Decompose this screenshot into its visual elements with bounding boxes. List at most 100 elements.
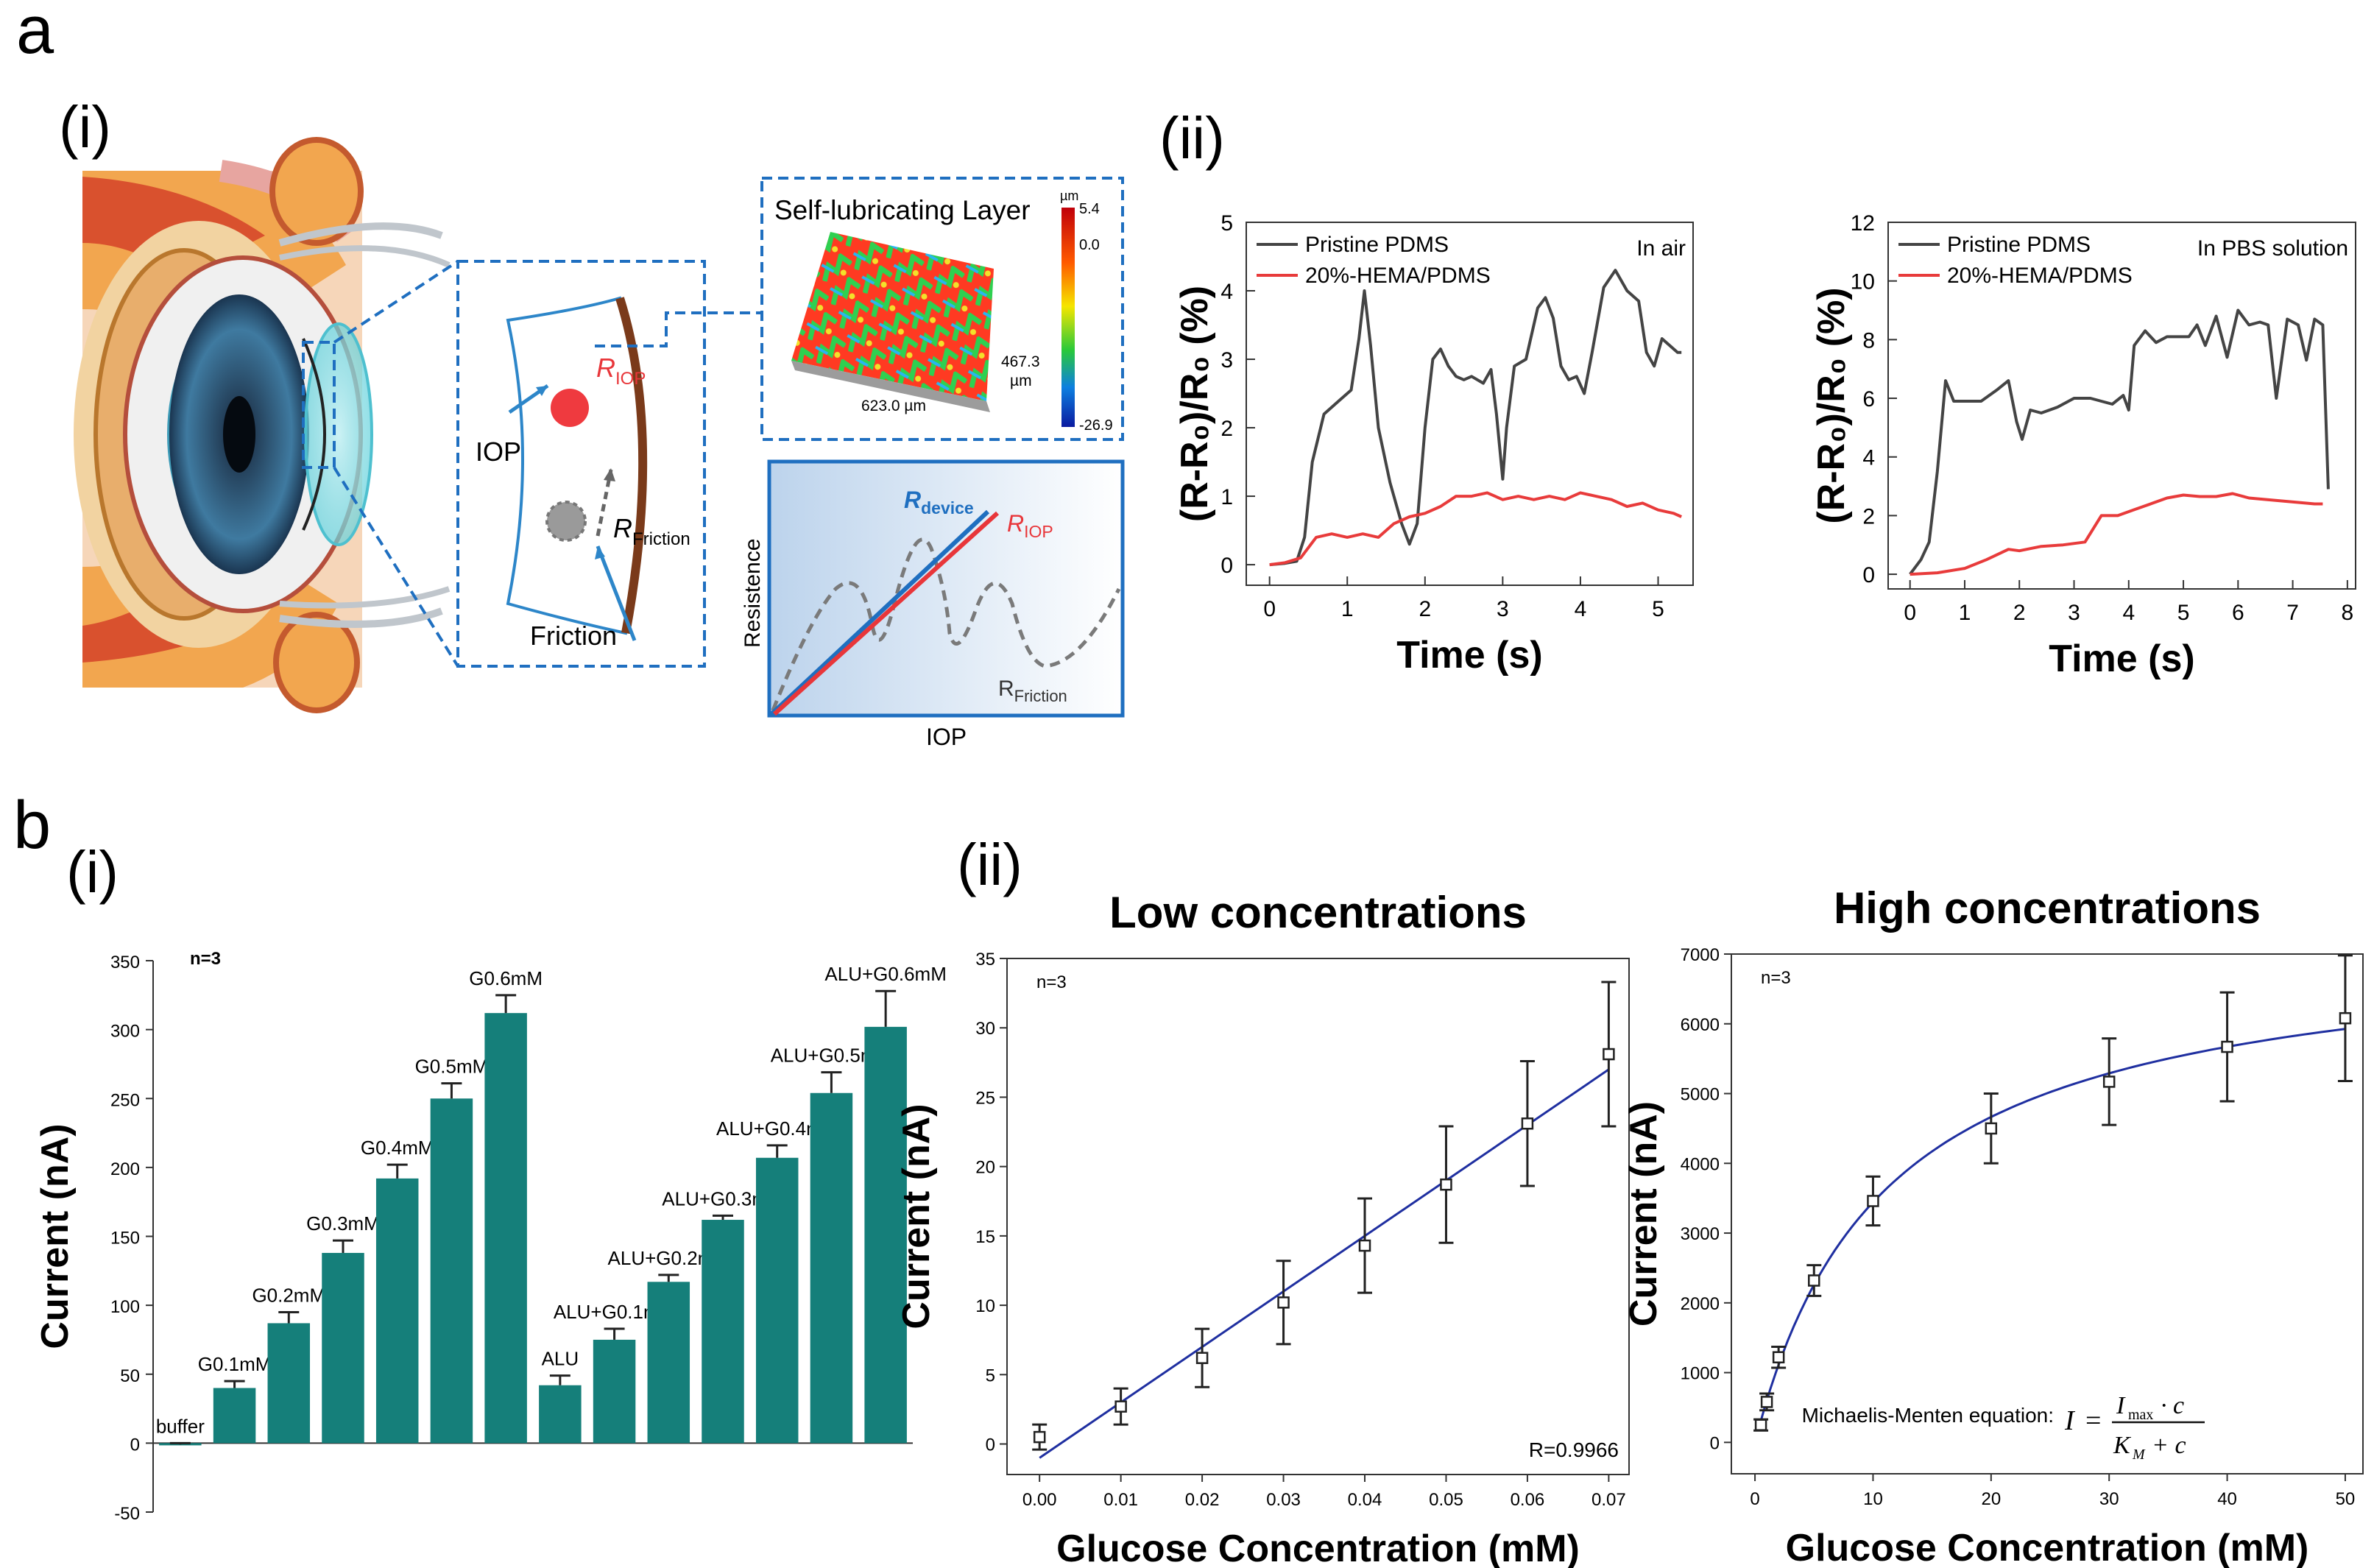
high-point-7 (2102, 1076, 2116, 1088)
bar-label-1: buffer (156, 1415, 205, 1437)
bar-label-8: ALU (542, 1348, 579, 1370)
bars-ytick-label: 50 (120, 1366, 140, 1386)
r-iop-curve-label: RIOP (1007, 510, 1053, 541)
bar-4 (322, 1252, 364, 1444)
chart-air-response: 0 1 2 3 4 5 0 1 2 3 4 5 Pristine PDMS 20%-HEMA/PDMS In… (1173, 211, 1694, 677)
pbs-xtick-label: 7 (2286, 601, 2299, 625)
high-fit-line (1757, 1028, 2346, 1430)
bar-13 (810, 1092, 853, 1444)
panel-label-a-i: (i) (59, 94, 111, 160)
low-point-4 (1277, 1296, 1290, 1309)
colorbar-min: -26.9 (1079, 417, 1113, 434)
pbs-annotation: In PBS solution (2197, 236, 2348, 261)
high-x-axis-title: Glucose Concentration (mM) (1786, 1527, 2309, 1568)
low-ytick-label: 15 (975, 1227, 995, 1247)
bar-label-3: G0.2mM (252, 1284, 325, 1306)
low-ytick-label: 35 (975, 950, 995, 970)
high-xtick-label: 50 (2336, 1489, 2356, 1509)
low-point-1 (1033, 1430, 1046, 1444)
high-annotation: n=3 (1761, 968, 1791, 988)
high-plot-frame (1731, 953, 2364, 1475)
eye-illustration (74, 137, 459, 713)
bar-9 (593, 1339, 636, 1444)
height-colorbar (1061, 208, 1075, 427)
high-point-8 (2221, 1040, 2233, 1053)
r-friction-label: RFriction (613, 513, 690, 549)
low-xtick-label: 0.03 (1266, 1490, 1301, 1510)
chart-low-concentrations: 0 5 10 15 20 25 30 35 0.00 0.01 0.02 0.03 0.04 0.05 0.… (895, 888, 1630, 1568)
high-point-3 (1772, 1351, 1785, 1363)
low-ytick-label: 5 (986, 1366, 995, 1385)
pbs-legend-label: Pristine PDMS (1947, 233, 2091, 257)
high-point-6 (1985, 1122, 1998, 1135)
resistance-schematic: Rdevice RIOP RFriction Resistence IOP (741, 459, 1125, 750)
low-xtick-label: 0.05 (1429, 1490, 1463, 1510)
air-plot-frame (1246, 222, 1694, 586)
high-formula-eq: = (2085, 1405, 2101, 1436)
high-formula-i: I (2064, 1405, 2076, 1436)
surface-topography-map (791, 232, 994, 401)
pbs-series-line-1 (1909, 308, 2330, 576)
r-friction-curve-label: RFriction (998, 677, 1067, 705)
air-y-axis-title: (R-R₀)/R₀ (%) (1173, 286, 1216, 522)
panel-label-a: a (16, 0, 54, 68)
low-point-5 (1358, 1239, 1371, 1252)
pbs-y-axis-title: (R-R₀)/R₀ (%) (1810, 287, 1853, 523)
high-formula-num: I (2116, 1392, 2126, 1419)
low-plot-frame (1006, 958, 1630, 1475)
chart-current-bars: -50 0 50 100 150 200 250 300 350 buffer G0.1mM G0.2… (34, 949, 947, 1524)
low-point-6 (1440, 1178, 1452, 1191)
bars-ytick-label: 100 (110, 1297, 140, 1317)
high-ytick-label: 6000 (1681, 1015, 1720, 1035)
iop-force-dot (551, 389, 589, 427)
high-point-1 (1754, 1419, 1767, 1431)
high-formula-m: M (2132, 1447, 2146, 1463)
low-ytick-label: 20 (975, 1158, 995, 1178)
high-xtick-label: 40 (2217, 1489, 2237, 1509)
bar-7 (484, 1013, 527, 1444)
pbs-xtick-label: 5 (2177, 601, 2190, 625)
high-point-9 (2339, 1011, 2352, 1025)
high-ytick-label: 4000 (1681, 1154, 1720, 1174)
pbs-ytick-label: 8 (1862, 328, 1875, 353)
pbs-xtick-label: 8 (2342, 601, 2354, 625)
r-iop-line (772, 511, 1000, 716)
pbs-xtick-label: 3 (2068, 601, 2080, 625)
bars-y-axis-title: Current (nA) (34, 1123, 77, 1349)
pbs-xtick-label: 4 (2122, 601, 2135, 625)
high-y-axis-title: Current (nA) (1622, 1101, 1665, 1327)
pbs-ytick-label: 10 (1851, 270, 1875, 294)
pbs-ytick-label: 12 (1851, 211, 1875, 236)
air-xtick-label: 5 (1652, 597, 1664, 621)
pbs-xtick-label: 0 (1904, 601, 1916, 625)
low-point-2 (1114, 1400, 1127, 1413)
high-point-2 (1760, 1396, 1773, 1408)
low-xtick-label: 0.06 (1511, 1490, 1545, 1510)
low-xtick-label: 0.02 (1185, 1490, 1220, 1510)
dimension-height-unit: µm (1010, 372, 1032, 389)
bar-3 (267, 1323, 311, 1444)
high-ytick-label: 5000 (1681, 1085, 1720, 1105)
air-ytick-label: 5 (1220, 211, 1233, 236)
air-xtick-label: 4 (1575, 597, 1587, 621)
iop-axis-label: IOP (926, 724, 967, 750)
sensor-zoom-box: IOP Friction RIOP RFriction (456, 260, 762, 668)
bar-8 (539, 1385, 582, 1444)
low-xtick-label: 0.07 (1592, 1490, 1626, 1510)
high-formula-max: max (2128, 1407, 2153, 1423)
low-ytick-label: 25 (975, 1088, 995, 1108)
air-x-axis-title: Time (s) (1396, 634, 1542, 677)
iop-label: IOP (476, 437, 521, 467)
r-device-label: Rdevice (904, 487, 974, 518)
high-chart-title: High concentrations (1834, 883, 2261, 933)
air-legend-label: 20%-HEMA/PDMS (1305, 264, 1491, 288)
bar-11 (702, 1220, 744, 1444)
low-annotation: n=3 (1036, 972, 1067, 992)
friction-curve (771, 537, 1121, 711)
panel-label-a-ii: (ii) (1159, 105, 1225, 171)
bar-2 (213, 1388, 256, 1444)
low-xtick-label: 0.00 (1022, 1490, 1057, 1510)
high-xtick-label: 0 (1750, 1489, 1759, 1509)
bar-label-6: G0.5mM (415, 1056, 489, 1078)
